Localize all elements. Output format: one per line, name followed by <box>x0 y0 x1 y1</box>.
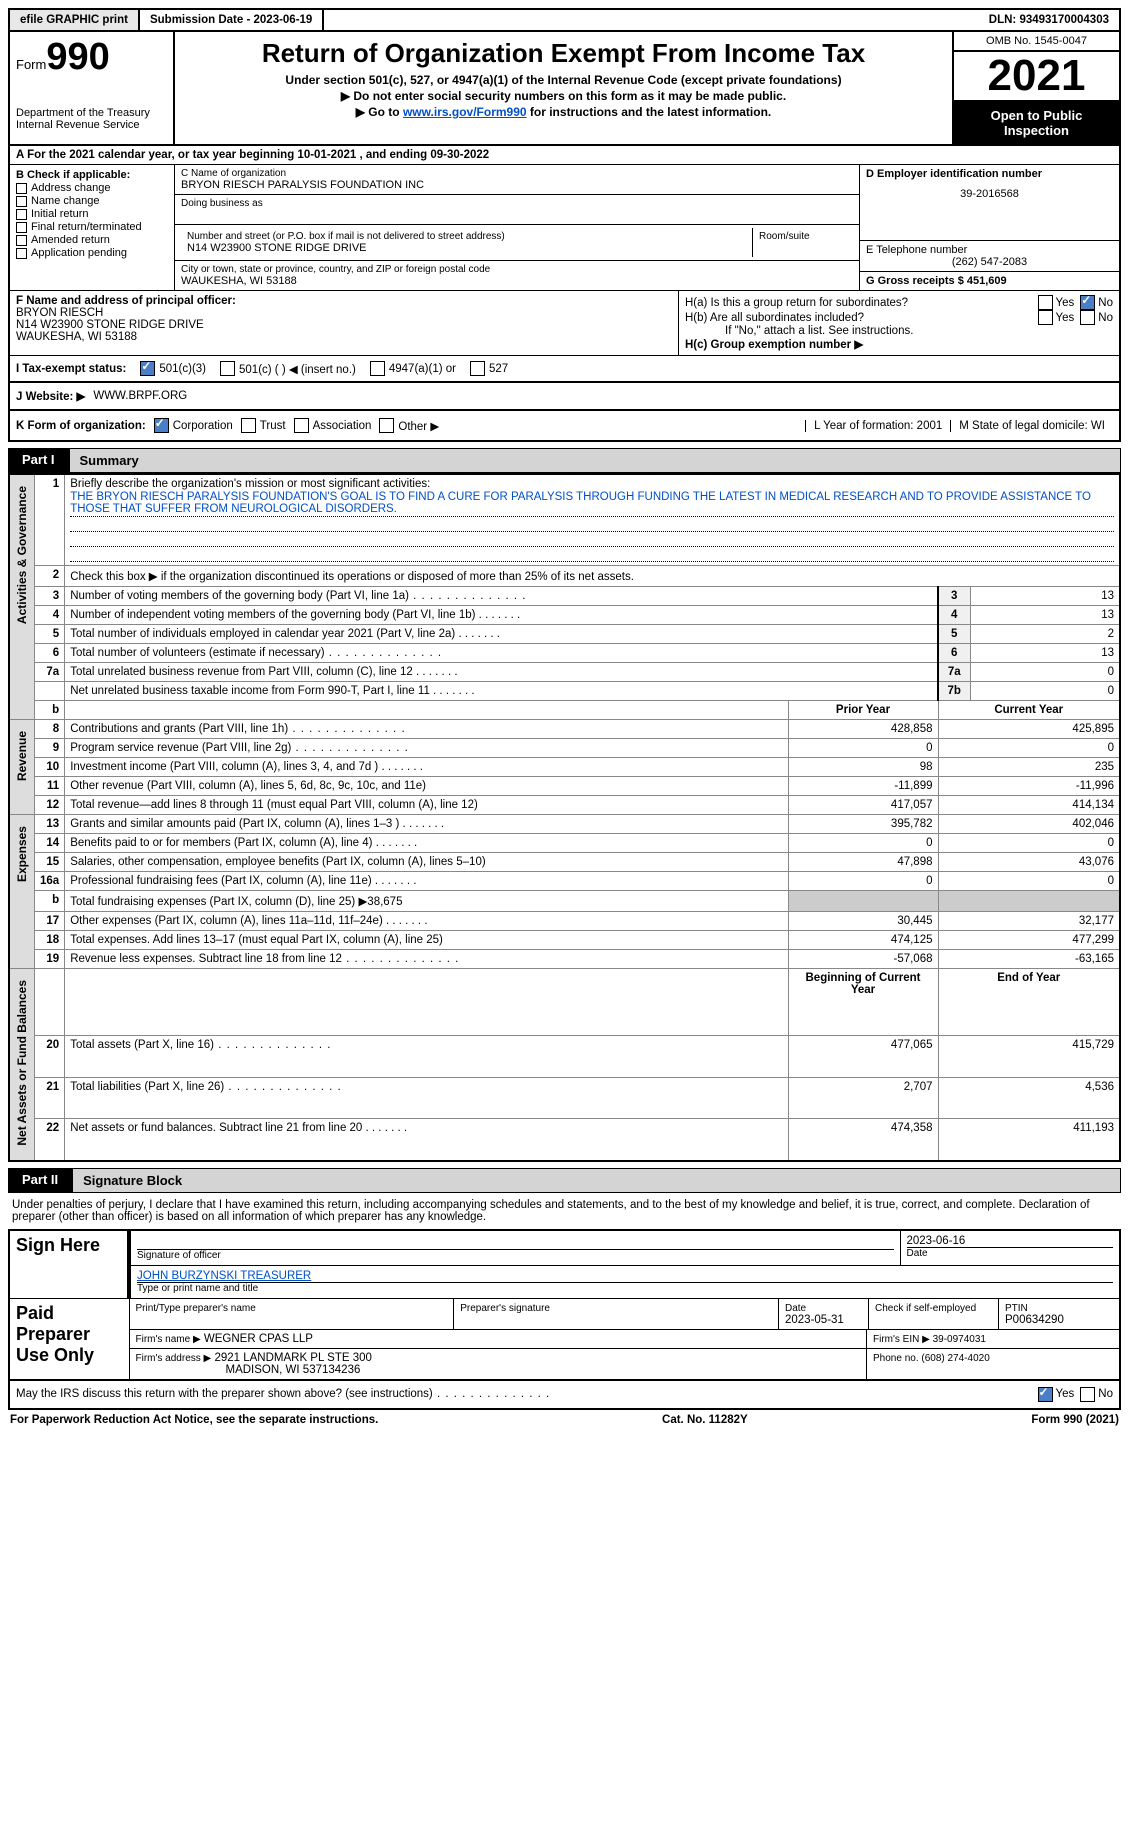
tax-exempt-row: I Tax-exempt status: 501(c)(3) 501(c) ( … <box>8 355 1121 383</box>
firm-phone: Phone no. (608) 274-4020 <box>873 1353 990 1364</box>
chk-527[interactable] <box>470 361 485 376</box>
omb-number: OMB No. 1545-0047 <box>954 32 1119 52</box>
chk-address-change[interactable] <box>16 183 27 194</box>
year-formation: L Year of formation: 2001 <box>805 420 950 432</box>
chk-501c[interactable] <box>220 361 235 376</box>
vtab-expenses: Expenses <box>15 818 29 890</box>
dba-label: Doing business as <box>181 198 853 209</box>
chk-501c3[interactable] <box>140 361 155 376</box>
discuss-yes[interactable] <box>1038 1387 1053 1402</box>
officer-name: BRYON RIESCH <box>16 307 672 319</box>
part1-header: Part I Summary <box>8 448 1121 473</box>
top-bar: efile GRAPHIC print Submission Date - 20… <box>8 8 1121 32</box>
sig-officer-label: Signature of officer <box>137 1249 894 1261</box>
chk-other[interactable] <box>379 418 394 433</box>
vtab-revenue: Revenue <box>15 723 29 789</box>
vtab-activities: Activities & Governance <box>15 478 29 632</box>
open-inspection: Open to Public Inspection <box>954 102 1119 144</box>
page-footer: For Paperwork Reduction Act Notice, see … <box>8 1410 1121 1430</box>
gross-receipts: G Gross receipts $ 451,609 <box>866 275 1007 287</box>
ha-yes[interactable] <box>1038 295 1053 310</box>
city-label: City or town, state or province, country… <box>181 264 853 275</box>
chk-app-pending[interactable] <box>16 248 27 259</box>
f-label: F Name and address of principal officer: <box>16 295 672 307</box>
hc-label: H(c) Group exemption number ▶ <box>685 337 1113 351</box>
e-label: E Telephone number <box>866 244 1113 256</box>
discuss-no[interactable] <box>1080 1387 1095 1402</box>
subtitle-1: Under section 501(c), 527, or 4947(a)(1)… <box>181 73 946 87</box>
hb-no[interactable] <box>1080 310 1095 325</box>
firm-name: WEGNER CPAS LLP <box>204 1333 313 1345</box>
hb-yes[interactable] <box>1038 310 1053 325</box>
form-header: Form990 Department of the Treasury Inter… <box>8 32 1121 146</box>
summary-table: Activities & Governance 1 Briefly descri… <box>8 473 1121 1162</box>
officer-addr2: WAUKESHA, WI 53188 <box>16 331 672 343</box>
website-url: WWW.BRPF.ORG <box>93 390 187 402</box>
department: Department of the Treasury Internal Reve… <box>16 107 167 131</box>
vtab-net-assets: Net Assets or Fund Balances <box>15 972 29 1154</box>
part2-header: Part II Signature Block <box>8 1168 1121 1193</box>
row-a-tax-year: A For the 2021 calendar year, or tax yea… <box>8 146 1121 165</box>
officer-group-row: F Name and address of principal officer:… <box>8 290 1121 355</box>
street-address: N14 W23900 STONE RIDGE DRIVE <box>187 242 746 254</box>
addr-label: Number and street (or P.O. box if mail i… <box>187 231 746 242</box>
signature-table: Sign Here Signature of officer 2023-06-1… <box>8 1230 1121 1381</box>
hb-note: If "No," attach a list. See instructions… <box>685 325 1113 337</box>
subtitle-3: ▶ Go to www.irs.gov/Form990 for instruct… <box>181 105 946 119</box>
ha-no[interactable] <box>1080 295 1095 310</box>
org-name: BRYON RIESCH PARALYSIS FOUNDATION INC <box>181 179 853 191</box>
chk-initial-return[interactable] <box>16 209 27 220</box>
discuss-row: May the IRS discuss this return with the… <box>8 1381 1121 1410</box>
c-label: C Name of organization <box>181 168 853 179</box>
chk-assoc[interactable] <box>294 418 309 433</box>
mission-text: THE BRYON RIESCH PARALYSIS FOUNDATION'S … <box>70 490 1114 517</box>
submission-date: Submission Date - 2023-06-19 <box>140 10 324 30</box>
ha-label: H(a) Is this a group return for subordin… <box>685 297 1032 309</box>
chk-4947[interactable] <box>370 361 385 376</box>
officer-typed-name: JOHN BURZYNSKI TREASURER <box>137 1270 1113 1282</box>
irs-link[interactable]: www.irs.gov/Form990 <box>403 105 527 119</box>
col-b-head: B Check if applicable: <box>16 169 168 181</box>
sig-date-label: Date <box>907 1247 1114 1259</box>
form-title: Return of Organization Exempt From Incom… <box>181 38 946 69</box>
chk-name-change[interactable] <box>16 196 27 207</box>
d-label: D Employer identification number <box>866 168 1042 180</box>
dln: DLN: 93493170004303 <box>979 10 1119 30</box>
paid-preparer-label: Paid Preparer Use Only <box>9 1298 129 1380</box>
website-row: J Website: ▶ WWW.BRPF.ORG <box>8 383 1121 411</box>
state-domicile: M State of legal domicile: WI <box>950 420 1113 432</box>
tax-year: 2021 <box>954 52 1119 102</box>
sign-here-label: Sign Here <box>9 1230 129 1298</box>
chk-amended[interactable] <box>16 235 27 246</box>
chk-trust[interactable] <box>241 418 256 433</box>
chk-final-return[interactable] <box>16 222 27 233</box>
k-row: K Form of organization: Corporation Trus… <box>8 411 1121 442</box>
identity-block: B Check if applicable: Address change Na… <box>8 165 1121 290</box>
room-label: Room/suite <box>759 231 847 242</box>
efile-print-button[interactable]: efile GRAPHIC print <box>10 10 140 30</box>
hb-label: H(b) Are all subordinates included? <box>685 312 1032 324</box>
ein: 39-2016568 <box>866 188 1113 200</box>
sig-date: 2023-06-16 <box>907 1235 1114 1247</box>
typed-name-label: Type or print name and title <box>137 1282 1113 1294</box>
subtitle-2: ▶ Do not enter social security numbers o… <box>181 89 946 103</box>
perjury-statement: Under penalties of perjury, I declare th… <box>8 1193 1121 1230</box>
phone: (262) 547-2083 <box>866 256 1113 268</box>
city-state-zip: WAUKESHA, WI 53188 <box>181 275 853 287</box>
chk-corp[interactable] <box>154 418 169 433</box>
firm-ein: Firm's EIN ▶ 39-0974031 <box>873 1334 986 1345</box>
officer-addr1: N14 W23900 STONE RIDGE DRIVE <box>16 319 672 331</box>
form-number: Form990 <box>16 36 167 79</box>
